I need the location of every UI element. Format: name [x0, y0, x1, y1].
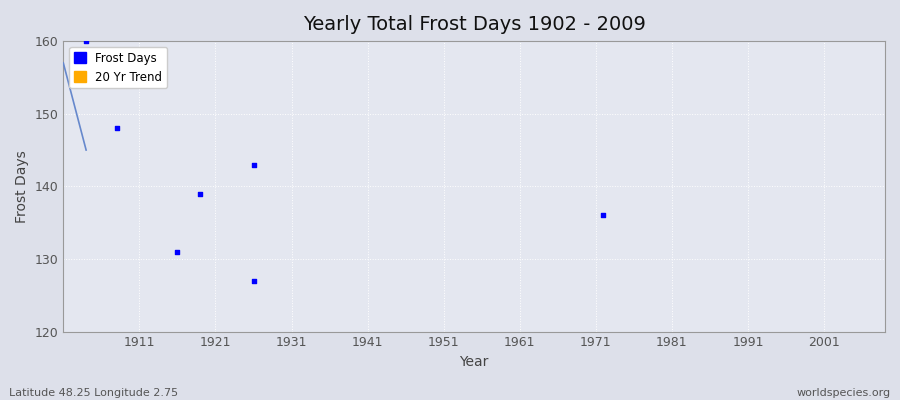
Point — [597, 212, 611, 218]
Text: Latitude 48.25 Longitude 2.75: Latitude 48.25 Longitude 2.75 — [9, 388, 178, 398]
Point — [170, 248, 184, 255]
Text: worldspecies.org: worldspecies.org — [796, 388, 891, 398]
Point — [79, 38, 94, 44]
X-axis label: Year: Year — [460, 355, 489, 369]
Point — [247, 161, 261, 168]
Title: Yearly Total Frost Days 1902 - 2009: Yearly Total Frost Days 1902 - 2009 — [302, 15, 645, 34]
Legend: Frost Days, 20 Yr Trend: Frost Days, 20 Yr Trend — [69, 47, 166, 88]
Point — [110, 125, 124, 132]
Point — [193, 190, 207, 197]
Y-axis label: Frost Days: Frost Days — [15, 150, 29, 223]
Point — [247, 278, 261, 284]
